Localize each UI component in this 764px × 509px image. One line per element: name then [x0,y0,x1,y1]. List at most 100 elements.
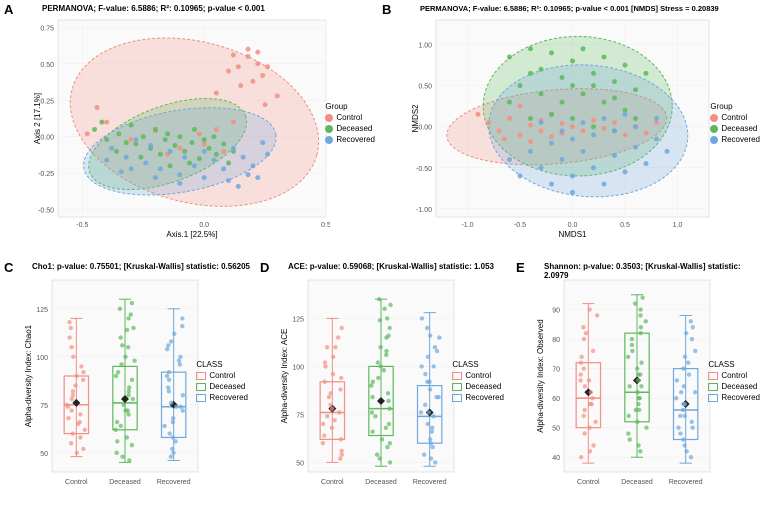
recovered-dot-icon [325,136,333,144]
panel-c: C Cho1: p-value: 0.75501; [Kruskal-Walli… [2,260,250,505]
svg-text:80: 80 [552,337,560,344]
svg-text:-0.5: -0.5 [514,222,526,229]
panel-a-title: PERMANOVA; F-value: 6.5886; R²: 0.10965;… [42,4,265,13]
svg-text:1.0: 1.0 [673,222,683,229]
recovered-box-icon [708,394,718,402]
deceased-box-icon [196,383,206,391]
legend-item-recovered: Recovered [325,135,375,144]
legend-item-deceased: Deceased [710,124,760,133]
panel-b-title: PERMANOVA; F-value: 6.5886; R²: 0.10965;… [420,4,719,13]
svg-text:Alpha-diversity Index: ACE: Alpha-diversity Index: ACE [280,329,289,424]
panel-c-label: C [4,260,13,275]
panel-e-legend: CLASS Control Deceased Recovered [708,360,760,404]
panel-a: A PERMANOVA; F-value: 6.5886; R²: 0.1096… [2,2,377,248]
panel-d-legend: CLASS Control Deceased Recovered [452,360,504,404]
panel-b: B PERMANOVA; F-value: 6.5886; R²: 0.1096… [380,2,762,248]
control-box-icon [708,372,718,380]
svg-text:Alpha-diversity Index: Observe: Alpha-diversity Index: Observed [536,319,545,432]
svg-text:Deceased: Deceased [621,479,653,486]
legend-item-control: Control [325,113,375,122]
svg-text:125: 125 [292,316,304,323]
deceased-box-icon [708,383,718,391]
panel-d-label: D [260,260,269,275]
svg-text:50: 50 [296,460,304,467]
svg-text:75: 75 [296,412,304,419]
legend-item-control: Control [710,113,760,122]
legend-item-deceased: Deceased [196,382,248,391]
recovered-box-icon [452,394,462,402]
svg-text:Axis.1 [22.5%]: Axis.1 [22.5%] [166,230,217,239]
svg-text:0.00: 0.00 [40,135,54,142]
svg-text:Axis 2 [17.1%]: Axis 2 [17.1%] [33,93,42,144]
panel-a-legend: Group Control Deceased Recovered [325,102,375,146]
deceased-dot-icon [325,125,333,133]
panel-e-plot: 405060708090ControlDeceasedRecoveredAlph… [534,274,714,494]
svg-text:90: 90 [552,308,560,315]
legend-item-control: Control [708,371,760,380]
legend-item-deceased: Deceased [325,124,375,133]
legend-title: CLASS [452,360,504,369]
panel-a-label: A [4,2,13,17]
legend-item-deceased: Deceased [708,382,760,391]
svg-text:Control: Control [65,479,88,486]
panel-c-legend: CLASS Control Deceased Recovered [196,360,248,404]
svg-text:100: 100 [36,355,48,362]
svg-text:0.50: 0.50 [418,84,432,91]
panel-c-title: Cho1: p-value: 0.75501; [Kruskal-Wallis]… [32,262,250,271]
svg-text:0.0: 0.0 [568,222,578,229]
svg-text:0.25: 0.25 [40,98,54,105]
svg-text:Control: Control [577,479,600,486]
control-dot-icon [325,114,333,122]
svg-text:0.5: 0.5 [321,222,330,229]
svg-text:70: 70 [552,367,560,374]
legend-item-recovered: Recovered [452,393,504,402]
panel-a-plot: -0.5 0.0 0.5 -0.50 -0.25 0.00 0.25 0.50 0.75 Axis… [30,16,330,241]
svg-text:60: 60 [552,396,560,403]
panel-c-plot: 50 75 100 125 Control Deceased Recovered Alpha-… [22,274,202,494]
panel-b-legend: Group Control Deceased Recovered [710,102,760,146]
panel-d: D ACE: p-value: 0.59068; [Kruskal-Wallis… [258,260,506,505]
legend-title: Group [710,102,760,111]
legend-item-deceased: Deceased [452,382,504,391]
deceased-box-icon [452,383,462,391]
svg-text:Deceased: Deceased [109,479,141,486]
svg-text:100: 100 [292,364,304,371]
svg-text:Alpha-diversity Index: Chao1: Alpha-diversity Index: Chao1 [24,324,33,427]
svg-text:1.00: 1.00 [418,43,432,50]
control-box-icon [196,372,206,380]
svg-text:Recovered: Recovered [669,479,703,486]
svg-text:50: 50 [40,451,48,458]
recovered-box-icon [196,394,206,402]
panel-e: E Shannon: p-value: 0.3503; [Kruskal-Wal… [514,260,762,505]
svg-text:Deceased: Deceased [365,479,397,486]
svg-text:50: 50 [552,426,560,433]
svg-text:Control: Control [321,479,344,486]
svg-text:0.75: 0.75 [40,25,54,32]
svg-text:NMDS2: NMDS2 [411,104,420,133]
panel-b-plot: -1.0-0.50.00.51.0-1.00-0.500.000.501.00N… [408,16,713,241]
svg-text:-0.25: -0.25 [38,171,54,178]
svg-text:-0.5: -0.5 [76,222,88,229]
svg-text:0.5: 0.5 [620,222,630,229]
svg-text:75: 75 [40,403,48,410]
control-dot-icon [710,114,718,122]
figure-container: A PERMANOVA; F-value: 6.5886; R²: 0.1096… [0,0,764,509]
legend-item-recovered: Recovered [708,393,760,402]
svg-text:NMDS1: NMDS1 [558,230,587,239]
svg-text:-1.0: -1.0 [461,222,473,229]
deceased-dot-icon [710,125,718,133]
svg-text:0.00: 0.00 [418,125,432,132]
legend-item-control: Control [196,371,248,380]
panel-d-plot: 50 75 100 125 Control Deceased Recovered Alpha-… [278,274,458,494]
legend-title: Group [325,102,375,111]
svg-text:0.50: 0.50 [40,62,54,69]
svg-text:Recovered: Recovered [413,479,447,486]
svg-text:-0.50: -0.50 [38,208,54,215]
recovered-dot-icon [710,136,718,144]
svg-text:-1.00: -1.00 [416,207,432,214]
svg-text:125: 125 [36,307,48,314]
legend-title: CLASS [196,360,248,369]
panel-b-label: B [382,2,391,17]
svg-text:Recovered: Recovered [157,479,191,486]
svg-text:0.0: 0.0 [199,222,209,229]
